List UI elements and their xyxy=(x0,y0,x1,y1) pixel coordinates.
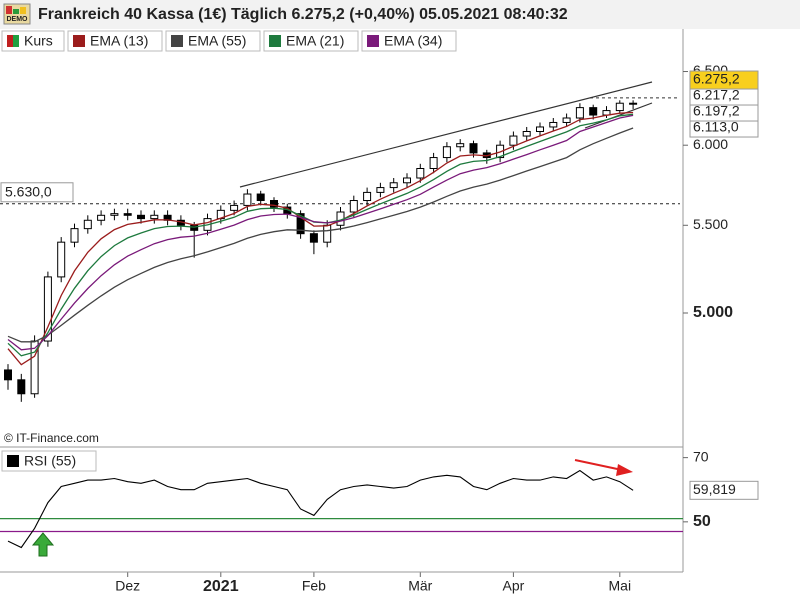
level-box xyxy=(0,182,74,203)
value-label: 6.197,2 xyxy=(693,103,740,119)
candle-body xyxy=(403,177,411,184)
legend-swatch xyxy=(73,35,85,47)
x-tick-label: 2021 xyxy=(203,578,239,595)
y-tick-label: 5.500 xyxy=(693,216,728,232)
candle-body xyxy=(456,143,465,148)
candle-body xyxy=(615,102,624,112)
candle-body xyxy=(589,107,598,116)
candle-body xyxy=(629,102,638,105)
legend-label: Kurs xyxy=(24,33,53,49)
value-label: 6.113,0 xyxy=(693,119,739,135)
legend-box xyxy=(1,450,97,472)
ema-line xyxy=(7,114,634,351)
candle-body xyxy=(97,214,106,221)
y-tick-label: 5.000 xyxy=(693,304,733,321)
candle-body xyxy=(57,241,66,278)
candle-body xyxy=(349,200,358,213)
value-box xyxy=(689,480,759,500)
candle-body xyxy=(522,130,531,137)
candle-body xyxy=(243,193,252,206)
rsi-line xyxy=(7,469,634,549)
candle-body xyxy=(17,379,26,395)
trend-line xyxy=(239,81,653,188)
y-tick-label: 50 xyxy=(693,513,711,530)
trend-line xyxy=(584,102,653,129)
value-label: 59,819 xyxy=(693,481,736,497)
green-arrow xyxy=(31,532,55,557)
x-tick-label: Mai xyxy=(609,578,632,594)
ema-line xyxy=(7,127,634,343)
candle-body xyxy=(363,191,372,202)
candle-body xyxy=(442,146,451,159)
x-tick-label: Mär xyxy=(408,578,432,594)
candle-body xyxy=(309,233,318,243)
demo-icon: DEMO xyxy=(3,3,31,25)
ema-line xyxy=(7,111,634,366)
chart-title: Frankreich 40 Kassa (1€) Täglich 6.275,2… xyxy=(38,6,568,23)
legend-box xyxy=(165,30,261,52)
legend-label: EMA (34) xyxy=(384,33,442,49)
candle-body xyxy=(536,126,544,132)
candle-body xyxy=(70,228,79,243)
legend-swatch xyxy=(367,35,379,47)
candle-body xyxy=(429,157,438,170)
legend-label: EMA (21) xyxy=(286,33,344,49)
candle-body xyxy=(270,200,278,208)
level-label: 5.630,0 xyxy=(5,183,52,199)
svg-text:DEMO: DEMO xyxy=(7,16,29,23)
candle-body xyxy=(323,224,332,243)
title-bar xyxy=(0,0,800,29)
y-tick-label: 70 xyxy=(693,448,709,464)
y-tick-label: 6.000 xyxy=(693,136,728,152)
candle-body xyxy=(549,121,558,128)
legend-box xyxy=(67,30,163,52)
candle-body xyxy=(123,213,132,216)
value-box xyxy=(689,70,759,90)
legend-label: RSI (55) xyxy=(24,453,76,469)
candle-body xyxy=(575,107,584,119)
candle-body xyxy=(83,219,92,230)
candle-body xyxy=(230,204,239,211)
legend-swatch xyxy=(13,35,19,47)
x-tick-label: Dez xyxy=(115,578,140,594)
red-arrow xyxy=(574,459,633,476)
value-label: 6.217,2 xyxy=(693,87,740,103)
candle-body xyxy=(150,214,159,220)
candle-body xyxy=(389,182,398,189)
candle-body xyxy=(376,187,385,193)
legend-swatch xyxy=(171,35,183,47)
candle-body xyxy=(4,369,12,381)
candle-body xyxy=(30,340,39,395)
candle-body xyxy=(110,213,119,216)
legend-label: EMA (55) xyxy=(188,33,246,49)
candle-body xyxy=(416,168,425,179)
legend-label: EMA (13) xyxy=(90,33,148,49)
candle-body xyxy=(562,117,571,123)
x-tick-label: Apr xyxy=(503,578,525,594)
legend-swatch xyxy=(269,35,281,47)
legend-box xyxy=(361,30,457,52)
legend-swatch xyxy=(7,455,19,467)
value-label: 6.275,2 xyxy=(693,71,740,87)
legend-box xyxy=(263,30,359,52)
candle-body xyxy=(469,143,478,154)
legend-swatch xyxy=(7,35,13,47)
x-tick-label: Feb xyxy=(302,578,326,594)
candle-body xyxy=(137,214,145,220)
candle-body xyxy=(43,276,52,342)
candle-body xyxy=(296,213,305,235)
candle-body xyxy=(509,135,518,146)
source: © IT-Finance.com xyxy=(4,431,99,445)
candle-body xyxy=(256,193,265,202)
